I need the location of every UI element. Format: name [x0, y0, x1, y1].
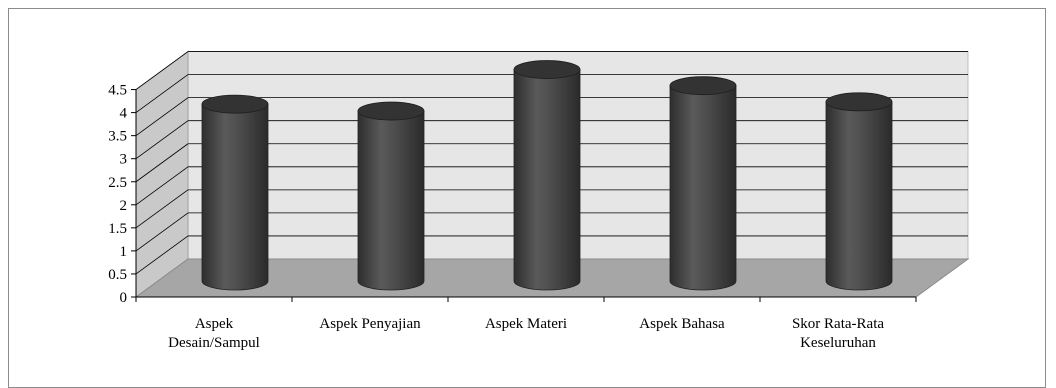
gridline-side	[135, 97, 189, 136]
bar-body	[357, 110, 425, 291]
y-tick-label: 1	[120, 244, 128, 260]
bar-top	[825, 92, 893, 112]
bar-body	[825, 101, 893, 291]
bar	[357, 101, 425, 291]
x-tick-label: Aspek Penyajian	[319, 316, 421, 332]
bar-top	[513, 60, 581, 79]
x-tick-label: Aspek	[195, 316, 234, 332]
gridline-side	[135, 74, 189, 113]
gridline-side	[135, 143, 189, 183]
bars	[201, 60, 893, 291]
x-tick-label: Desain/Sampul	[168, 335, 260, 351]
gridline-side	[135, 51, 189, 90]
bar-body	[201, 103, 269, 291]
y-tick-label: 1.5	[108, 221, 127, 237]
x-tick-label: Skor Rata-Rata	[792, 316, 884, 332]
bar	[825, 92, 893, 291]
bar	[669, 76, 737, 291]
gridline-side	[135, 189, 189, 229]
y-tick-label: 0.5	[108, 267, 127, 283]
bar-chart: 00.511.522.533.544.5 AspekDesain/SampulA…	[108, 50, 970, 351]
x-tick-label: Aspek Materi	[485, 316, 567, 332]
y-tick-label: 2.5	[108, 175, 127, 191]
y-tick-label: 3	[120, 152, 128, 168]
gridline-side	[135, 166, 189, 206]
y-axis-ticks: 0 0.5 1 1.5 2 2.5 3 3.5 4 4.5	[108, 83, 916, 306]
y-tick-label: 3.5	[108, 129, 127, 145]
side-wall	[135, 50, 189, 298]
gridline-side	[135, 235, 189, 275]
bar-top	[669, 76, 737, 96]
bar	[201, 94, 269, 291]
x-tick-label: Keseluruhan	[800, 335, 876, 351]
y-tick-label: 4.5	[108, 83, 127, 99]
x-axis-labels: Aspek Desain/Sampul Aspek Penyajian Aspek M…	[135, 297, 917, 351]
y-tick-label: 4	[120, 106, 128, 122]
bar	[513, 60, 581, 291]
y-tick-label: 2	[120, 198, 128, 214]
x-tick-label: Aspek Bahasa	[639, 316, 725, 332]
gridline-side	[135, 212, 189, 252]
gridline-side	[135, 120, 189, 160]
bar-body	[513, 69, 581, 291]
y-tick-label: 0	[120, 290, 128, 306]
bar-top	[357, 101, 425, 121]
bar-top	[201, 94, 269, 114]
bar-body	[669, 85, 737, 291]
